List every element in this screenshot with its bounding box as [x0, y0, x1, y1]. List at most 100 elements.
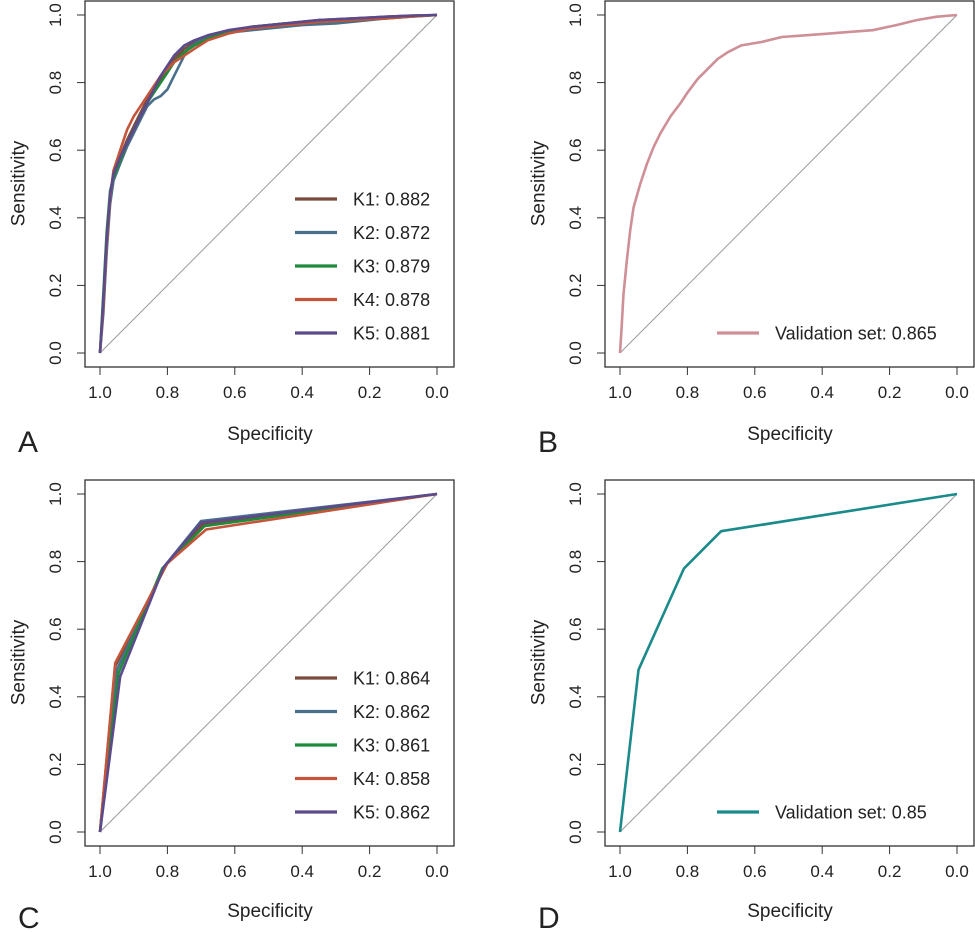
- x-tick-label: 0.0: [945, 862, 969, 881]
- x-tick-label: 1.0: [88, 862, 112, 881]
- legend-auc: 0.862: [385, 702, 430, 722]
- panel-letter: A: [18, 426, 38, 459]
- legend-name: Validation set: [775, 802, 882, 822]
- x-tick-label: 0.2: [878, 383, 902, 402]
- x-tick-label: 0.2: [358, 862, 382, 881]
- y-tick-label: 0.6: [46, 617, 65, 641]
- y-tick-label: 1.0: [46, 3, 65, 27]
- panel-letter: B: [538, 426, 558, 459]
- legend-auc: 0.872: [385, 223, 430, 243]
- y-axis-label: Sensitivity: [9, 140, 30, 226]
- diagonal-reference-line: [99, 493, 438, 833]
- legend-auc: 0.862: [385, 802, 430, 822]
- legend-sep: :: [882, 323, 892, 343]
- y-tick-label: 0.8: [46, 550, 65, 574]
- legend-sep: :: [375, 223, 385, 243]
- y-tick-label: 0.0: [46, 341, 65, 365]
- roc-panel-b: 1.0 0.8 0.6 0.4 0.2 0.0 0.0 0.2 0.4 0.6 0.8 1.0 Spec…: [529, 0, 975, 459]
- legend-entry-k5: K5: 0.862: [353, 802, 430, 822]
- y-tick-label: 0.6: [566, 138, 585, 162]
- y-tick-label: 1.0: [566, 3, 585, 27]
- legend-entry-v: Validation set: 0.85: [775, 802, 927, 822]
- x-axis-label: Specificity: [747, 424, 833, 445]
- diagonal-reference-line: [619, 493, 958, 833]
- y-tick-label: 0.2: [566, 753, 585, 777]
- x-tick-label: 1.0: [608, 383, 632, 402]
- legend-name: K1: [353, 668, 375, 688]
- legend-entry-k2: K2: 0.872: [353, 223, 430, 243]
- legend-entry-k5: K5: 0.881: [353, 323, 430, 343]
- y-tick-label: 0.6: [566, 617, 585, 641]
- x-tick-label: 0.8: [156, 383, 180, 402]
- y-tick-label: 0.8: [566, 71, 585, 95]
- y-tick-label: 0.4: [46, 685, 65, 709]
- x-tick-label: 0.4: [290, 862, 314, 881]
- roc-curve-v: [618, 13, 958, 354]
- legend-name: K4: [353, 290, 375, 310]
- legend-auc: 0.878: [385, 290, 430, 310]
- x-axis-label: Specificity: [227, 424, 313, 445]
- x-tick-label: 0.4: [810, 862, 834, 881]
- y-tick-label: 1.0: [46, 482, 65, 506]
- roc-curve-k5: [98, 492, 438, 833]
- x-tick-label: 0.6: [223, 862, 247, 881]
- legend-auc: 0.879: [385, 256, 430, 276]
- panel-letter: C: [18, 902, 40, 932]
- x-axis-label: Specificity: [747, 901, 833, 922]
- legend-entry-k3: K3: 0.861: [353, 735, 430, 755]
- legend-name: K1: [353, 189, 375, 209]
- legend-entry-v: Validation set: 0.865: [775, 323, 937, 343]
- y-tick-label: 0.2: [46, 274, 65, 298]
- legend-sep: :: [375, 323, 385, 343]
- y-tick-label: 0.2: [566, 274, 585, 298]
- legend-entry-k1: K1: 0.882: [353, 189, 430, 209]
- y-axis-label: Sensitivity: [529, 619, 550, 705]
- legend-auc: 0.882: [385, 189, 430, 209]
- y-tick-label: 0.4: [566, 685, 585, 709]
- legend-name: K3: [353, 735, 375, 755]
- y-tick-label: 0.4: [46, 206, 65, 230]
- legend-sep: :: [375, 668, 385, 688]
- legend-sep: :: [375, 256, 385, 276]
- x-axis-label: Specificity: [227, 901, 313, 922]
- y-tick-label: 0.2: [46, 753, 65, 777]
- legend-sep: :: [375, 702, 385, 722]
- y-tick-label: 0.8: [566, 550, 585, 574]
- legend-entry-k4: K4: 0.878: [353, 290, 430, 310]
- x-tick-label: 1.0: [608, 862, 632, 881]
- legend-sep: :: [375, 735, 385, 755]
- legend-name: K4: [353, 769, 375, 789]
- y-tick-label: 0.0: [46, 820, 65, 844]
- legend-sep: :: [375, 802, 385, 822]
- y-tick-label: 0.8: [46, 71, 65, 95]
- roc-panel-d: 1.0 0.8 0.6 0.4 0.2 0.0 0.0 0.2 0.4 0.6 0.8 1.0 Spec…: [529, 479, 975, 932]
- y-tick-label: 0.6: [46, 138, 65, 162]
- roc-panel-a: 1.0 0.8 0.6 0.4 0.2 0.0 0.0 0.2 0.4 0.6 0.8 1.0 Spec…: [9, 0, 455, 459]
- legend-name: K5: [353, 323, 375, 343]
- x-tick-label: 0.0: [945, 383, 969, 402]
- y-tick-label: 1.0: [566, 482, 585, 506]
- plot-frame: [604, 0, 975, 368]
- y-tick-label: 0.0: [566, 341, 585, 365]
- x-tick-label: 0.6: [743, 862, 767, 881]
- x-tick-label: 0.8: [676, 383, 700, 402]
- x-tick-label: 1.0: [88, 383, 112, 402]
- y-axis-label: Sensitivity: [9, 619, 30, 705]
- x-tick-label: 0.8: [156, 862, 180, 881]
- roc-curve-v: [618, 492, 958, 833]
- y-axis-label: Sensitivity: [529, 140, 550, 226]
- x-tick-label: 0.6: [223, 383, 247, 402]
- legend-sep: :: [375, 769, 385, 789]
- legend-entry-k4: K4: 0.858: [353, 769, 430, 789]
- x-tick-label: 0.0: [425, 383, 449, 402]
- panel-letter: D: [538, 902, 560, 932]
- legend-sep: :: [375, 189, 385, 209]
- legend-sep: :: [882, 802, 892, 822]
- diagonal-reference-line: [619, 14, 958, 354]
- legend-name: K2: [353, 223, 375, 243]
- y-tick-label: 0.4: [566, 206, 585, 230]
- plot-frame: [604, 479, 975, 847]
- x-tick-label: 0.2: [878, 862, 902, 881]
- legend-entry-k2: K2: 0.862: [353, 702, 430, 722]
